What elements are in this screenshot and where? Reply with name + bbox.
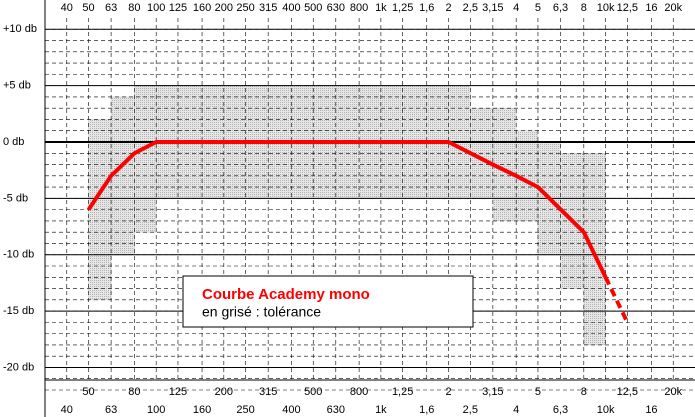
y-tick-label: -10 db bbox=[3, 249, 34, 261]
x-tick-label-bottom: 1k bbox=[375, 404, 387, 416]
legend-title: Courbe Academy mono bbox=[202, 286, 370, 303]
x-tick-label-top: 16 bbox=[645, 2, 657, 14]
x-tick-label-bottom: 315 bbox=[259, 386, 277, 398]
tolerance-band bbox=[583, 153, 606, 346]
x-tick-label-bottom: 200 bbox=[215, 386, 233, 398]
y-tick-label: -5 db bbox=[3, 192, 28, 204]
x-tick-label-bottom: 250 bbox=[236, 404, 254, 416]
legend-box bbox=[182, 275, 474, 328]
x-tick-label-top: 50 bbox=[82, 2, 94, 14]
x-tick-label-bottom: 1,6 bbox=[419, 404, 434, 416]
x-tick-label-bottom: 1,25 bbox=[392, 386, 413, 398]
x-tick-label-top: 1,25 bbox=[392, 2, 413, 14]
x-tick-label-top: 125 bbox=[169, 2, 187, 14]
x-tick-label-top: 800 bbox=[350, 2, 368, 14]
x-tick-label-bottom: 5 bbox=[535, 386, 541, 398]
x-tick-label-bottom: 2,5 bbox=[463, 404, 478, 416]
x-tick-label-bottom: 63 bbox=[105, 404, 117, 416]
x-tick-label-top: 3,15 bbox=[482, 2, 503, 14]
x-tick-label-top: 20k bbox=[664, 2, 682, 14]
x-tick-label-bottom: 400 bbox=[282, 404, 300, 416]
y-tick-label: -15 db bbox=[3, 305, 34, 317]
x-tick-label-top: 4 bbox=[513, 2, 519, 14]
x-tick-label-top: 5 bbox=[535, 2, 541, 14]
x-tick-label-top: 10k bbox=[597, 2, 615, 14]
x-tick-label-bottom: 6,3 bbox=[553, 404, 568, 416]
x-tick-label-top: 2,5 bbox=[463, 2, 478, 14]
x-tick-label-top: 1k bbox=[375, 2, 387, 14]
x-tick-label-bottom: 50 bbox=[82, 386, 94, 398]
x-tick-label-bottom: 20k bbox=[664, 386, 682, 398]
x-tick-label-top: 160 bbox=[193, 2, 211, 14]
x-tick-label-bottom: 12,5 bbox=[617, 386, 638, 398]
tolerance-band bbox=[134, 85, 157, 233]
x-tick-label-top: 1,6 bbox=[419, 2, 434, 14]
x-tick-label-top: 200 bbox=[215, 2, 233, 14]
tolerance-band bbox=[88, 119, 112, 301]
y-tick-label: -20 db bbox=[3, 361, 34, 373]
x-tick-label-top: 12,5 bbox=[617, 2, 638, 14]
x-tick-label-bottom: 16 bbox=[645, 404, 657, 416]
x-tick-label-top: 630 bbox=[327, 2, 345, 14]
x-tick-label-bottom: 3,15 bbox=[482, 386, 503, 398]
curve bbox=[86, 140, 608, 279]
y-tick-label: 0 db bbox=[3, 136, 24, 148]
y-tick-label: +10 db bbox=[3, 23, 37, 35]
x-tick-label-bottom: 8 bbox=[581, 386, 587, 398]
x-tick-label-bottom: 10k bbox=[597, 404, 615, 416]
x-tick-label-bottom: 630 bbox=[327, 404, 345, 416]
x-tick-label-bottom: 500 bbox=[304, 386, 322, 398]
x-tick-label-top: 315 bbox=[259, 2, 277, 14]
x-tick-label-bottom: 800 bbox=[350, 386, 368, 398]
legend-subtitle: en grisé : tolérance bbox=[202, 304, 321, 320]
x-tick-label-bottom: 2 bbox=[445, 386, 451, 398]
x-tick-label-top: 2 bbox=[445, 2, 451, 14]
x-tick-label-top: 6,3 bbox=[553, 2, 568, 14]
x-tick-label-top: 250 bbox=[236, 2, 254, 14]
x-tick-label-top: 400 bbox=[282, 2, 300, 14]
x-tick-label-bottom: 160 bbox=[193, 404, 211, 416]
x-tick-label-top: 500 bbox=[304, 2, 322, 14]
x-tick-label-top: 80 bbox=[128, 2, 140, 14]
x-tick-label-top: 63 bbox=[105, 2, 117, 14]
x-tick-label-bottom: 100 bbox=[147, 404, 165, 416]
x-tick-label-bottom: 80 bbox=[128, 386, 140, 398]
x-tick-label-top: 100 bbox=[147, 2, 165, 14]
x-tick-label-top: 40 bbox=[61, 2, 73, 14]
x-tick-label-top: 8 bbox=[581, 2, 587, 14]
y-tick-label: +5 db bbox=[3, 80, 31, 92]
x-tick-label-bottom: 40 bbox=[61, 404, 73, 416]
x-tick-label-bottom: 4 bbox=[513, 404, 519, 416]
x-tick-label-bottom: 125 bbox=[169, 386, 187, 398]
curve bbox=[603, 276, 630, 324]
